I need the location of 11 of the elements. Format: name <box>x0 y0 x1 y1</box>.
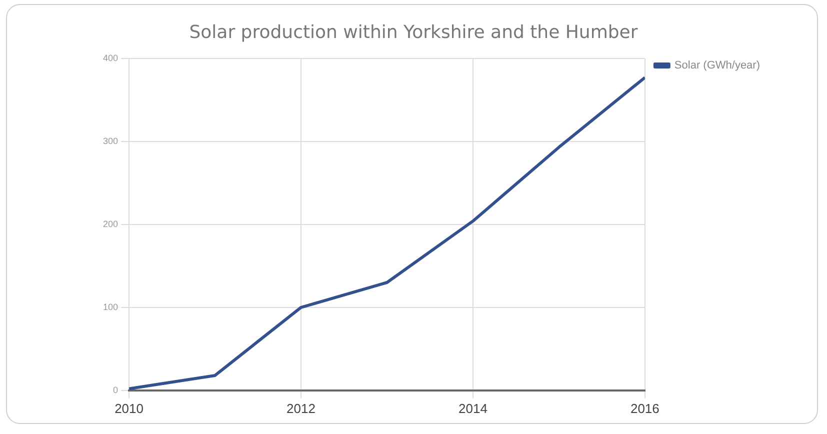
y-tick-label: 400 <box>102 52 118 63</box>
legend-label: Solar (GWh/year) <box>674 60 760 72</box>
y-tick-label: 100 <box>102 302 118 312</box>
x-tick-label: 2016 <box>630 400 660 416</box>
x-tick-label: 2012 <box>286 400 316 416</box>
x-tick-label: 2014 <box>458 400 488 416</box>
y-tick-label: 0 <box>113 384 118 395</box>
y-tick-label: 200 <box>102 218 118 229</box>
chart-title: Solar production within Yorkshire and the Humber <box>188 22 639 43</box>
x-tick-label: 2010 <box>114 400 144 416</box>
y-tick-label: 300 <box>102 136 118 146</box>
